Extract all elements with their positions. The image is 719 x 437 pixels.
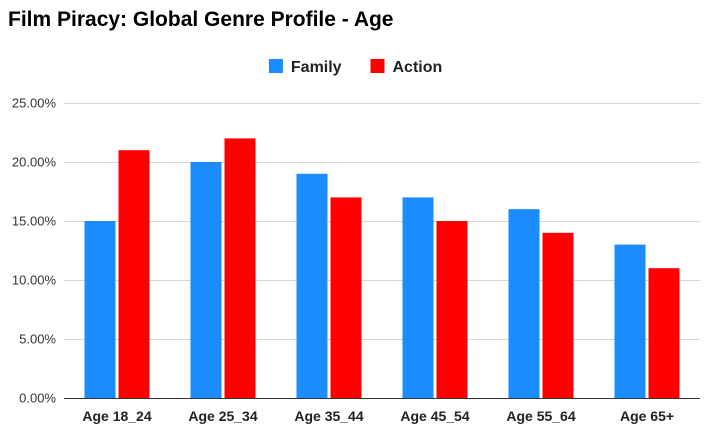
x-tick-label: Age 45_54 (400, 408, 469, 424)
y-tick-label: 15.00% (12, 214, 57, 229)
y-tick-label: 0.00% (19, 391, 56, 406)
bar-family-5 (614, 244, 646, 398)
bar-action-2 (330, 197, 362, 398)
x-tick-label: Age 35_44 (294, 408, 363, 424)
bar-action-1 (224, 138, 256, 398)
bar-family-4 (508, 209, 540, 398)
legend-swatch-family (268, 59, 283, 73)
bar-family-1 (190, 162, 222, 398)
chart-title: Film Piracy: Global Genre Profile - Age (8, 8, 394, 31)
legend-label-action: Action (393, 59, 443, 76)
bar-family-2 (296, 173, 328, 398)
bar-action-0 (118, 150, 150, 398)
x-tick-label: Age 65+ (620, 408, 674, 424)
y-tick-label: 20.00% (12, 155, 57, 170)
bar-family-3 (402, 197, 434, 398)
bar-action-5 (648, 268, 680, 398)
x-tick-label: Age 18_24 (82, 408, 151, 424)
bar-action-4 (542, 232, 574, 398)
y-tick-label: 5.00% (19, 332, 56, 347)
bar-action-3 (436, 221, 468, 398)
bar-family-0 (84, 221, 116, 398)
x-tick-label: Age 25_34 (188, 408, 257, 424)
x-tick-label: Age 55_64 (506, 408, 575, 424)
y-tick-label: 10.00% (12, 273, 57, 288)
legend-swatch-action (370, 59, 385, 73)
y-tick-label: 25.00% (12, 96, 57, 111)
legend-label-family: Family (291, 59, 342, 76)
